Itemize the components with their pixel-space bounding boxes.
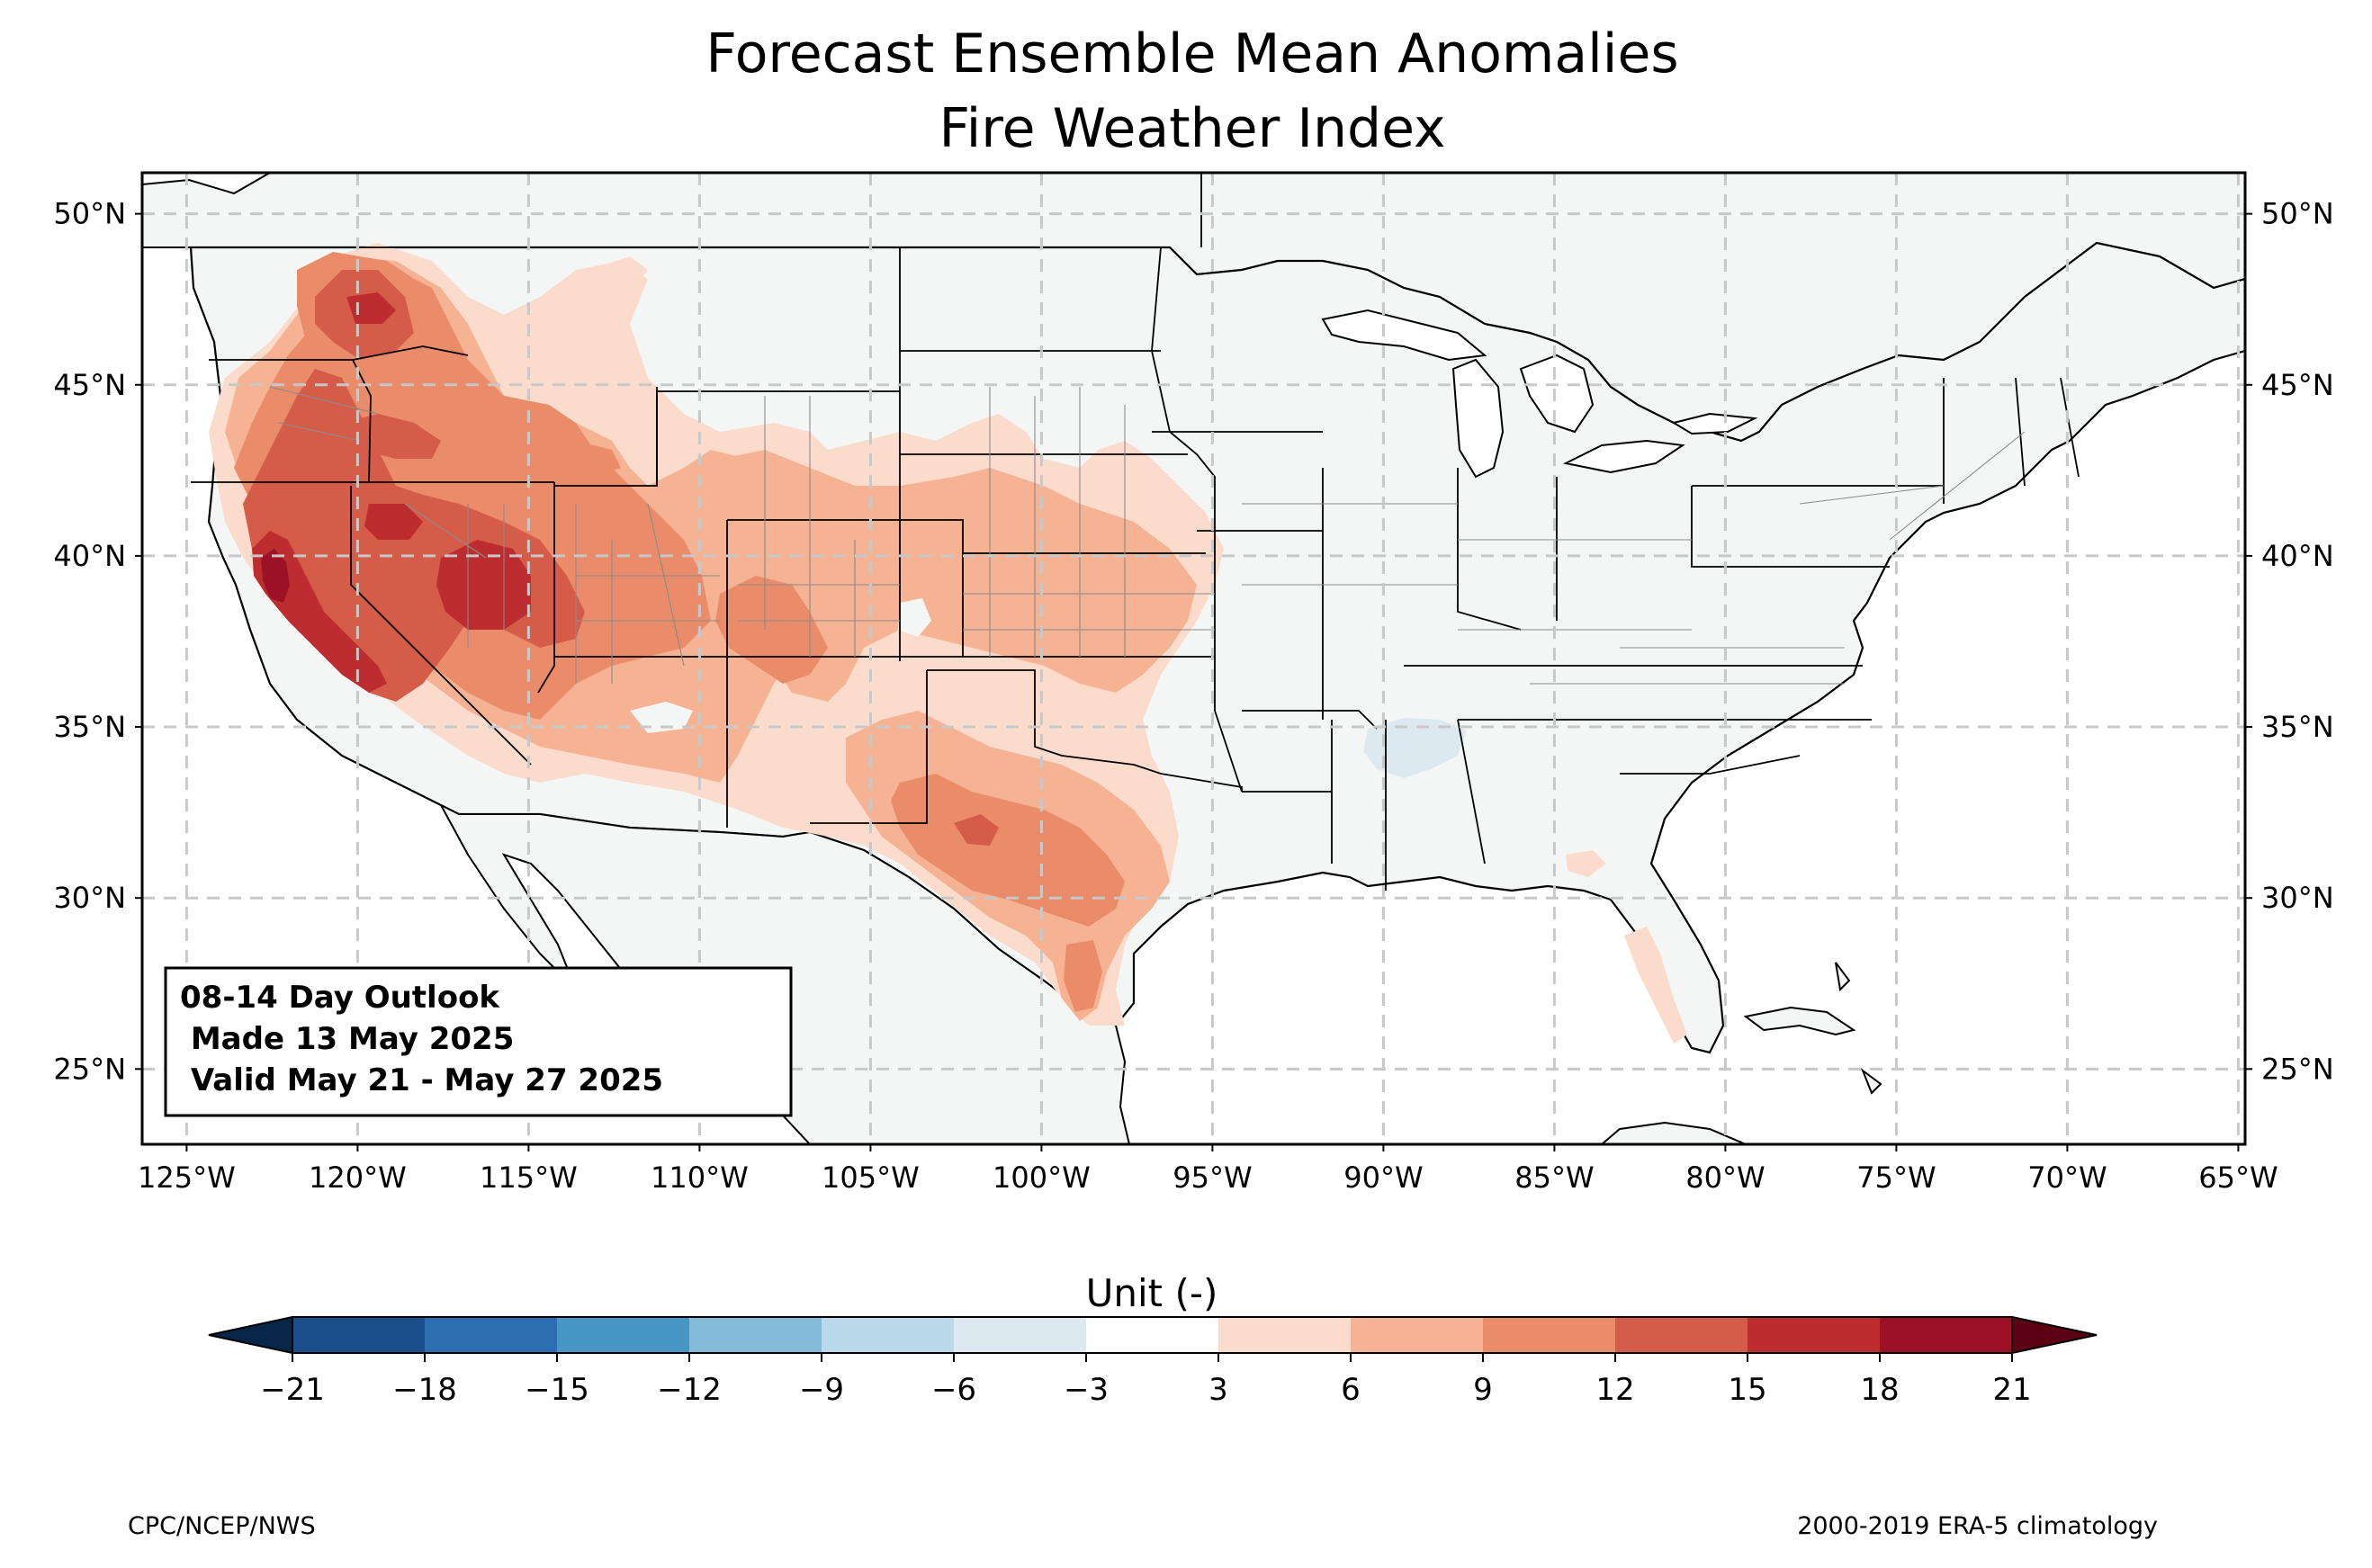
lat-tick-label-left: 40°N [53, 539, 126, 573]
info-box-line3: Valid May 21 - May 27 2025 [180, 1062, 663, 1098]
lon-tick-label: 85°W [1514, 1160, 1594, 1195]
colorbar-tick-label: 6 [1341, 1372, 1361, 1408]
anomaly-neg-3-6-southeast [1363, 718, 1467, 778]
county-lines [269, 386, 2026, 685]
anomaly-18-21-california [261, 549, 290, 603]
lat-tick-label-left: 45°N [53, 368, 126, 402]
lat-tick-label-left: 35°N [53, 710, 126, 744]
lon-tick-labels: 125°W 120°W 115°W 110°W 105°W 100°W 95°W 90°W 85… [138, 1144, 2278, 1195]
lon-tick-label: 120°W [309, 1160, 407, 1195]
colorbar-tick-label: 21 [1992, 1372, 2031, 1408]
colorbar-tick-label: 3 [1208, 1372, 1228, 1408]
colorbar-segment [1218, 1317, 1352, 1353]
lat-tick-label-right: 25°N [2261, 1052, 2334, 1086]
lat-tick-labels-left: 25°N 30°N 35°N 40°N 45°N 50°N [53, 197, 142, 1086]
anomaly-12-15-idaho [342, 414, 441, 459]
anomaly-9-12-texas [891, 774, 1125, 927]
colorbar-segment [1483, 1317, 1616, 1353]
lon-tick-label: 75°W [1856, 1160, 1936, 1195]
colorbar-segment [954, 1317, 1087, 1353]
colorbar-segment [1748, 1317, 1881, 1353]
colorbar-tick-labels: −21 −18 −15 −12 −9 −6 −3 3 6 9 12 15 18 21 [260, 1353, 2032, 1408]
lat-tick-label-right: 30°N [2261, 881, 2334, 915]
land-cuba [1743, 1006, 1856, 1036]
colorbar-segment [822, 1317, 955, 1353]
anomaly-12-15-texas [954, 814, 999, 846]
land-bahamas [1835, 962, 1882, 1095]
footer-climatology: 2000-2019 ERA-5 climatology [1797, 1512, 2158, 1540]
info-box-line1: 08-14 Day Outlook [180, 980, 500, 1016]
lon-tick-label: 65°W [2198, 1160, 2278, 1195]
lon-tick-label: 95°W [1173, 1160, 1252, 1195]
anomaly-contours [209, 243, 1687, 1044]
anomaly-9-12-texas-south [1064, 940, 1102, 1012]
lon-tick-label: 115°W [480, 1160, 578, 1195]
lon-tick-label: 100°W [993, 1160, 1091, 1195]
lat-tick-label-right: 35°N [2261, 710, 2334, 744]
colorbar-segment [1086, 1317, 1219, 1353]
footer-source: CPC/NCEP/NWS [128, 1512, 316, 1540]
lat-tick-labels-right: 25°N 30°N 35°N 40°N 45°N 50°N [2245, 197, 2334, 1086]
colorbar-segment [292, 1317, 426, 1353]
great-lakes [1321, 309, 1758, 479]
lon-tick-label: 125°W [138, 1160, 236, 1195]
state-borders [191, 173, 2080, 891]
anomaly-15-18-utah [436, 540, 531, 630]
lon-tick-label: 80°W [1685, 1160, 1765, 1195]
lat-tick-label-right: 45°N [2261, 368, 2334, 402]
colorbar-tick-label: 18 [1860, 1372, 1899, 1408]
colorbar-tick-label: −6 [931, 1372, 976, 1408]
land-caribbean-south [1600, 1121, 1747, 1144]
info-box: 08-14 Day Outlook Made 13 May 2025 Valid… [164, 966, 793, 1117]
colorbar-segment [1615, 1317, 1748, 1353]
colorbar-over-arrow [2011, 1315, 2098, 1355]
lon-tick-label: 105°W [822, 1160, 920, 1195]
map-frame [140, 171, 2247, 1146]
colorbar-segment [1351, 1317, 1484, 1353]
info-box-line2: Made 13 May 2025 [180, 1021, 514, 1057]
lon-tick-label: 90°W [1343, 1160, 1423, 1195]
colorbar-segment [557, 1317, 690, 1353]
lon-tick-label: 70°W [2027, 1160, 2107, 1195]
colorbar-outline [292, 1316, 2013, 1354]
lat-tick-label-right: 40°N [2261, 539, 2334, 573]
anomaly-15-18-oregon [346, 292, 396, 324]
anomaly-3-6-georgia [1566, 850, 1606, 877]
lat-tick-label-left: 50°N [53, 197, 126, 231]
anomaly-neutral-arizona [630, 702, 693, 733]
anomaly-neutral-colorado [898, 598, 931, 637]
colorbar-segment [425, 1317, 558, 1353]
colorbar-tick-label: 12 [1595, 1372, 1634, 1408]
colorbar-tick-label: 15 [1728, 1372, 1766, 1408]
colorbar-tick-label: −12 [657, 1372, 722, 1408]
colorbar-tick-label: −15 [525, 1372, 589, 1408]
colorbar-label: Unit (-) [1086, 1271, 1218, 1315]
anomaly-15-18-nevada [364, 504, 423, 540]
colorbar-segment [1880, 1317, 2013, 1353]
lat-tick-label-left: 25°N [53, 1052, 126, 1086]
colorbar [208, 1315, 2098, 1355]
colorbar-tick-label: −21 [260, 1372, 325, 1408]
anomaly-3-6-montana [603, 256, 648, 288]
figure-title-line1: Forecast Ensemble Mean Anomalies [705, 22, 1678, 85]
figure-title-line2: Fire Weather Index [939, 97, 1445, 160]
colorbar-under-arrow [208, 1315, 293, 1355]
lon-tick-label: 110°W [651, 1160, 749, 1195]
anomaly-3-6-florida [1624, 927, 1687, 1044]
colorbar-tick-label: −9 [799, 1372, 844, 1408]
lat-tick-label-right: 50°N [2261, 197, 2334, 231]
colorbar-tick-label: 9 [1473, 1372, 1493, 1408]
colorbar-tick-label: −3 [1064, 1372, 1109, 1408]
colorbar-tick-label: −18 [392, 1372, 457, 1408]
colorbar-segment [689, 1317, 822, 1353]
lat-tick-label-left: 30°N [53, 881, 126, 915]
map-panel[interactable] [142, 173, 2245, 1144]
